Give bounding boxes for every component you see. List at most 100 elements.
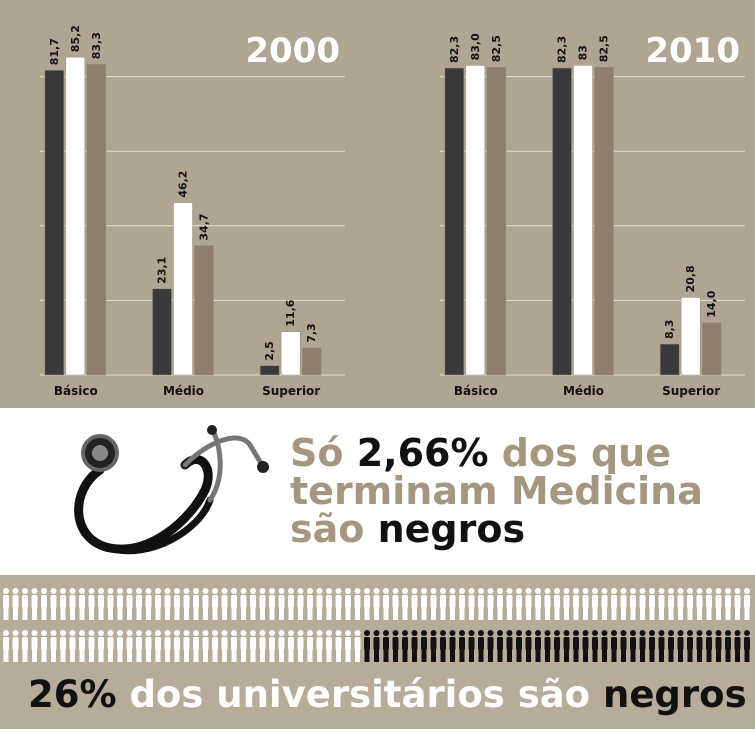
- person-head: [421, 630, 427, 636]
- person-icon: [658, 588, 665, 620]
- person-head: [687, 588, 693, 594]
- person-legs: [108, 649, 113, 662]
- person-legs: [469, 649, 474, 662]
- person-head: [582, 588, 589, 594]
- person-legs: [241, 607, 246, 620]
- person-body: [696, 595, 703, 608]
- value-label: 8,3: [663, 320, 676, 340]
- person-icon: [639, 630, 646, 662]
- person-head: [516, 588, 522, 594]
- person-icon: [202, 630, 209, 662]
- person-body: [430, 637, 437, 650]
- bar: [659, 343, 680, 376]
- person-icon: [478, 588, 484, 620]
- bar: [444, 67, 465, 376]
- person-icon: [98, 588, 104, 620]
- person-head: [193, 588, 199, 594]
- person-head: [601, 630, 608, 636]
- person-head: [611, 588, 617, 594]
- person-head: [155, 588, 161, 594]
- person-legs: [640, 607, 645, 620]
- person-icon: [658, 630, 665, 662]
- person-body: [202, 637, 209, 650]
- person-body: [126, 637, 133, 650]
- person-body: [193, 637, 199, 650]
- person-body: [630, 637, 636, 650]
- person-head: [316, 630, 323, 636]
- person-body: [487, 595, 494, 608]
- person-legs: [326, 649, 332, 662]
- person-body: [259, 637, 266, 650]
- person-icon: [535, 588, 541, 620]
- person-legs: [706, 649, 712, 662]
- person-body: [535, 637, 541, 650]
- person-head: [573, 588, 579, 594]
- person-body: [421, 637, 427, 650]
- person-legs: [564, 649, 569, 662]
- person-legs: [89, 607, 94, 620]
- person-legs: [13, 649, 18, 662]
- person-head: [468, 588, 475, 594]
- person-body: [497, 637, 503, 650]
- person-icon: [364, 630, 370, 662]
- person-icon: [725, 630, 731, 662]
- value-label: 20,8: [684, 265, 697, 292]
- person-head: [136, 588, 142, 594]
- person-legs: [687, 649, 693, 662]
- x-tick-label: Médio: [163, 384, 204, 398]
- person-legs: [288, 607, 294, 620]
- bar: [680, 297, 701, 376]
- person-icon: [383, 630, 389, 662]
- person-head: [696, 630, 703, 636]
- person-icon: [516, 630, 522, 662]
- person-head: [50, 630, 57, 636]
- person-icon: [22, 588, 28, 620]
- person-head: [411, 630, 418, 636]
- person-legs: [3, 607, 9, 620]
- bar: [701, 322, 722, 376]
- person-legs: [203, 649, 208, 662]
- person-icon: [525, 630, 532, 662]
- person-icon: [202, 588, 209, 620]
- person-legs: [697, 649, 702, 662]
- person-body: [449, 595, 456, 608]
- person-legs: [621, 607, 626, 620]
- person-head: [440, 588, 446, 594]
- person-icon: [649, 630, 655, 662]
- person-icon: [69, 630, 76, 662]
- person-head: [3, 630, 9, 636]
- person-head: [658, 588, 665, 594]
- person-icon: [573, 630, 579, 662]
- person-legs: [108, 607, 113, 620]
- person-legs: [412, 649, 417, 662]
- person-legs: [307, 649, 313, 662]
- person-body: [297, 595, 304, 608]
- person-icon: [335, 630, 342, 662]
- bar: [465, 65, 486, 376]
- person-icon: [88, 588, 95, 620]
- person-legs: [478, 607, 484, 620]
- person-head: [31, 630, 38, 636]
- person-body: [516, 637, 522, 650]
- person-head: [516, 630, 522, 636]
- person-head: [402, 630, 408, 636]
- person-body: [240, 595, 247, 608]
- person-icon: [535, 630, 541, 662]
- person-body: [326, 595, 332, 608]
- person-body: [98, 637, 104, 650]
- value-label: 83,0: [469, 33, 482, 60]
- person-legs: [602, 607, 607, 620]
- person-icon: [430, 588, 437, 620]
- person-legs: [13, 607, 18, 620]
- person-icon: [269, 588, 275, 620]
- person-head: [468, 630, 475, 636]
- person-icon: [430, 630, 437, 662]
- person-legs: [269, 607, 275, 620]
- person-body: [41, 637, 47, 650]
- person-legs: [554, 649, 560, 662]
- person-body: [269, 595, 275, 608]
- person-head: [630, 630, 636, 636]
- person-legs: [488, 607, 493, 620]
- person-legs: [41, 607, 47, 620]
- person-legs: [165, 607, 170, 620]
